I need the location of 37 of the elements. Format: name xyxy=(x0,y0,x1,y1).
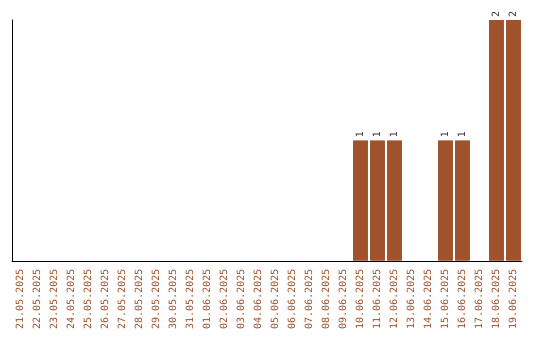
x-tick-label: 15.06.2025 xyxy=(440,268,451,330)
x-tick-label: 14.06.2025 xyxy=(423,268,434,330)
x-tick-label: 04.06.2025 xyxy=(253,268,264,330)
x-tick-label: 21.05.2025 xyxy=(15,268,26,330)
data-label: 1 xyxy=(440,131,451,138)
x-tick-label: 01.06.2025 xyxy=(202,268,213,330)
x-tick-label: 28.05.2025 xyxy=(134,268,145,330)
data-label: 1 xyxy=(457,131,468,138)
data-label: 1 xyxy=(389,131,400,138)
x-tick-label: 12.06.2025 xyxy=(389,268,400,330)
x-tick-label: 08.06.2025 xyxy=(321,268,332,330)
data-label: 2 xyxy=(491,10,502,17)
x-tick-label: 16.06.2025 xyxy=(457,268,468,330)
x-tick-label: 13.06.2025 xyxy=(406,268,417,330)
x-tick-label: 06.06.2025 xyxy=(287,268,298,330)
x-tick-label: 10.06.2025 xyxy=(355,268,366,330)
x-tick-label: 18.06.2025 xyxy=(491,268,502,330)
x-tick-label: 26.05.2025 xyxy=(100,268,111,330)
data-label: 1 xyxy=(372,131,383,138)
x-tick-label: 03.06.2025 xyxy=(236,268,247,330)
x-tick-label: 23.05.2025 xyxy=(49,268,60,330)
x-tick-label: 05.06.2025 xyxy=(270,268,281,330)
x-tick-label: 19.06.2025 xyxy=(508,268,519,330)
x-tick-label: 17.06.2025 xyxy=(474,268,485,330)
x-tick-label: 07.06.2025 xyxy=(304,268,315,330)
x-tick-label: 24.05.2025 xyxy=(66,268,77,330)
x-tick-label: 22.05.2025 xyxy=(32,268,43,330)
x-tick-label: 25.05.2025 xyxy=(83,268,94,330)
x-tick-label: 02.06.2025 xyxy=(219,268,230,330)
x-tick-label: 09.06.2025 xyxy=(338,268,349,330)
x-tick-label: 29.05.2025 xyxy=(151,268,162,330)
x-tick-label: 11.06.2025 xyxy=(372,268,383,330)
data-label: 2 xyxy=(508,10,519,17)
x-tick-label: 31.05.2025 xyxy=(185,268,196,330)
data-label: 1 xyxy=(355,131,366,138)
x-tick-label: 30.05.2025 xyxy=(168,268,179,330)
x-tick-label: 27.05.2025 xyxy=(117,268,128,330)
